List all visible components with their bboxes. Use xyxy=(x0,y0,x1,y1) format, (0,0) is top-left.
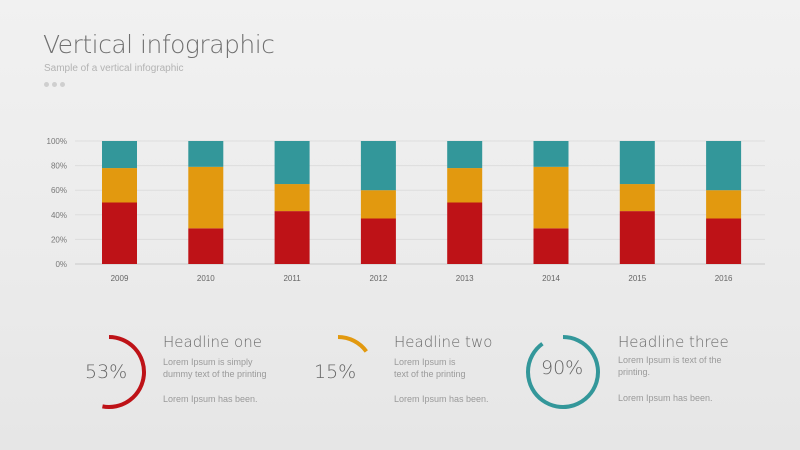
stat-text: Lorem Ipsum is text of the printing. xyxy=(618,355,722,377)
y-tick-label: 0% xyxy=(55,260,67,269)
dot xyxy=(60,82,65,87)
headline-two: Headline two xyxy=(394,333,493,351)
headline-three: Headline three xyxy=(618,333,729,351)
page-title: Vertical infographic xyxy=(43,30,275,59)
bar-segment xyxy=(447,141,483,169)
y-tick-label: 60% xyxy=(51,186,67,195)
bar-segment xyxy=(188,228,224,264)
bar-segment xyxy=(447,168,483,203)
bar-segment xyxy=(188,141,224,167)
bar-segment xyxy=(533,228,569,264)
x-tick-label: 2011 xyxy=(283,274,301,283)
page-subtitle: Sample of a vertical infographic xyxy=(44,63,184,74)
decorative-dots xyxy=(44,82,65,87)
x-tick-label: 2012 xyxy=(370,274,388,283)
bar-segment xyxy=(619,184,655,212)
bar-segment xyxy=(360,218,396,264)
bar-segment xyxy=(360,190,396,219)
bar-segment xyxy=(619,211,655,264)
y-tick-label: 100% xyxy=(47,137,67,146)
x-tick-label: 2010 xyxy=(197,274,215,283)
bar-segment xyxy=(102,168,137,203)
progress-arc xyxy=(337,335,368,353)
stat-percent: 90% xyxy=(541,357,584,379)
stat-text: Lorem Ipsum has been. xyxy=(394,394,489,404)
bar-segment xyxy=(102,202,137,264)
progress-ring-two xyxy=(337,335,368,353)
bar-segment xyxy=(360,141,396,191)
x-tick-label: 2014 xyxy=(542,274,560,283)
bar-segment xyxy=(102,141,137,169)
stat-two: 15% xyxy=(295,333,381,411)
stat-text: Lorem Ipsum has been. xyxy=(163,394,258,404)
headline-one: Headline one xyxy=(163,333,262,351)
bar-segment xyxy=(274,141,310,185)
stat-one: 53% xyxy=(66,333,152,411)
stacked-bar-chart: 0% 20% 40% 60% 80% 100% 2009 2010 2011 2012 2013 20… xyxy=(47,137,765,283)
x-tick-label: 2015 xyxy=(628,274,646,283)
progress-ring-one xyxy=(102,335,146,409)
progress-arc xyxy=(102,335,146,409)
progress-ring-three xyxy=(526,335,600,409)
bar-segment xyxy=(533,166,569,229)
dot xyxy=(52,82,57,87)
y-tick-label: 20% xyxy=(51,235,67,244)
x-tick-label: 2013 xyxy=(456,274,474,283)
stat-text: Lorem Ipsum has been. xyxy=(618,393,713,403)
x-tick-label: 2016 xyxy=(715,274,733,283)
bar-segment xyxy=(706,141,742,191)
stat-percent: 15% xyxy=(314,361,357,383)
bar-segment xyxy=(706,190,742,219)
stat-text: Lorem Ipsum is simply dummy text of the … xyxy=(163,357,267,379)
progress-arc xyxy=(526,335,600,409)
stat-percent: 53% xyxy=(85,361,128,383)
bar-segment xyxy=(274,184,310,212)
x-tick-label: 2009 xyxy=(111,274,129,283)
stat-text: Lorem Ipsum is text of the printing xyxy=(394,357,466,379)
bar-segment xyxy=(188,166,224,229)
stat-three: 90% xyxy=(520,333,606,411)
y-tick-label: 80% xyxy=(51,162,67,171)
bar-segment xyxy=(619,141,655,185)
bar-segment xyxy=(274,211,310,264)
y-tick-label: 40% xyxy=(51,211,67,220)
bar-segment xyxy=(533,141,569,167)
dot xyxy=(44,82,49,87)
bar-segment xyxy=(706,218,742,264)
bar-segment xyxy=(447,202,483,264)
